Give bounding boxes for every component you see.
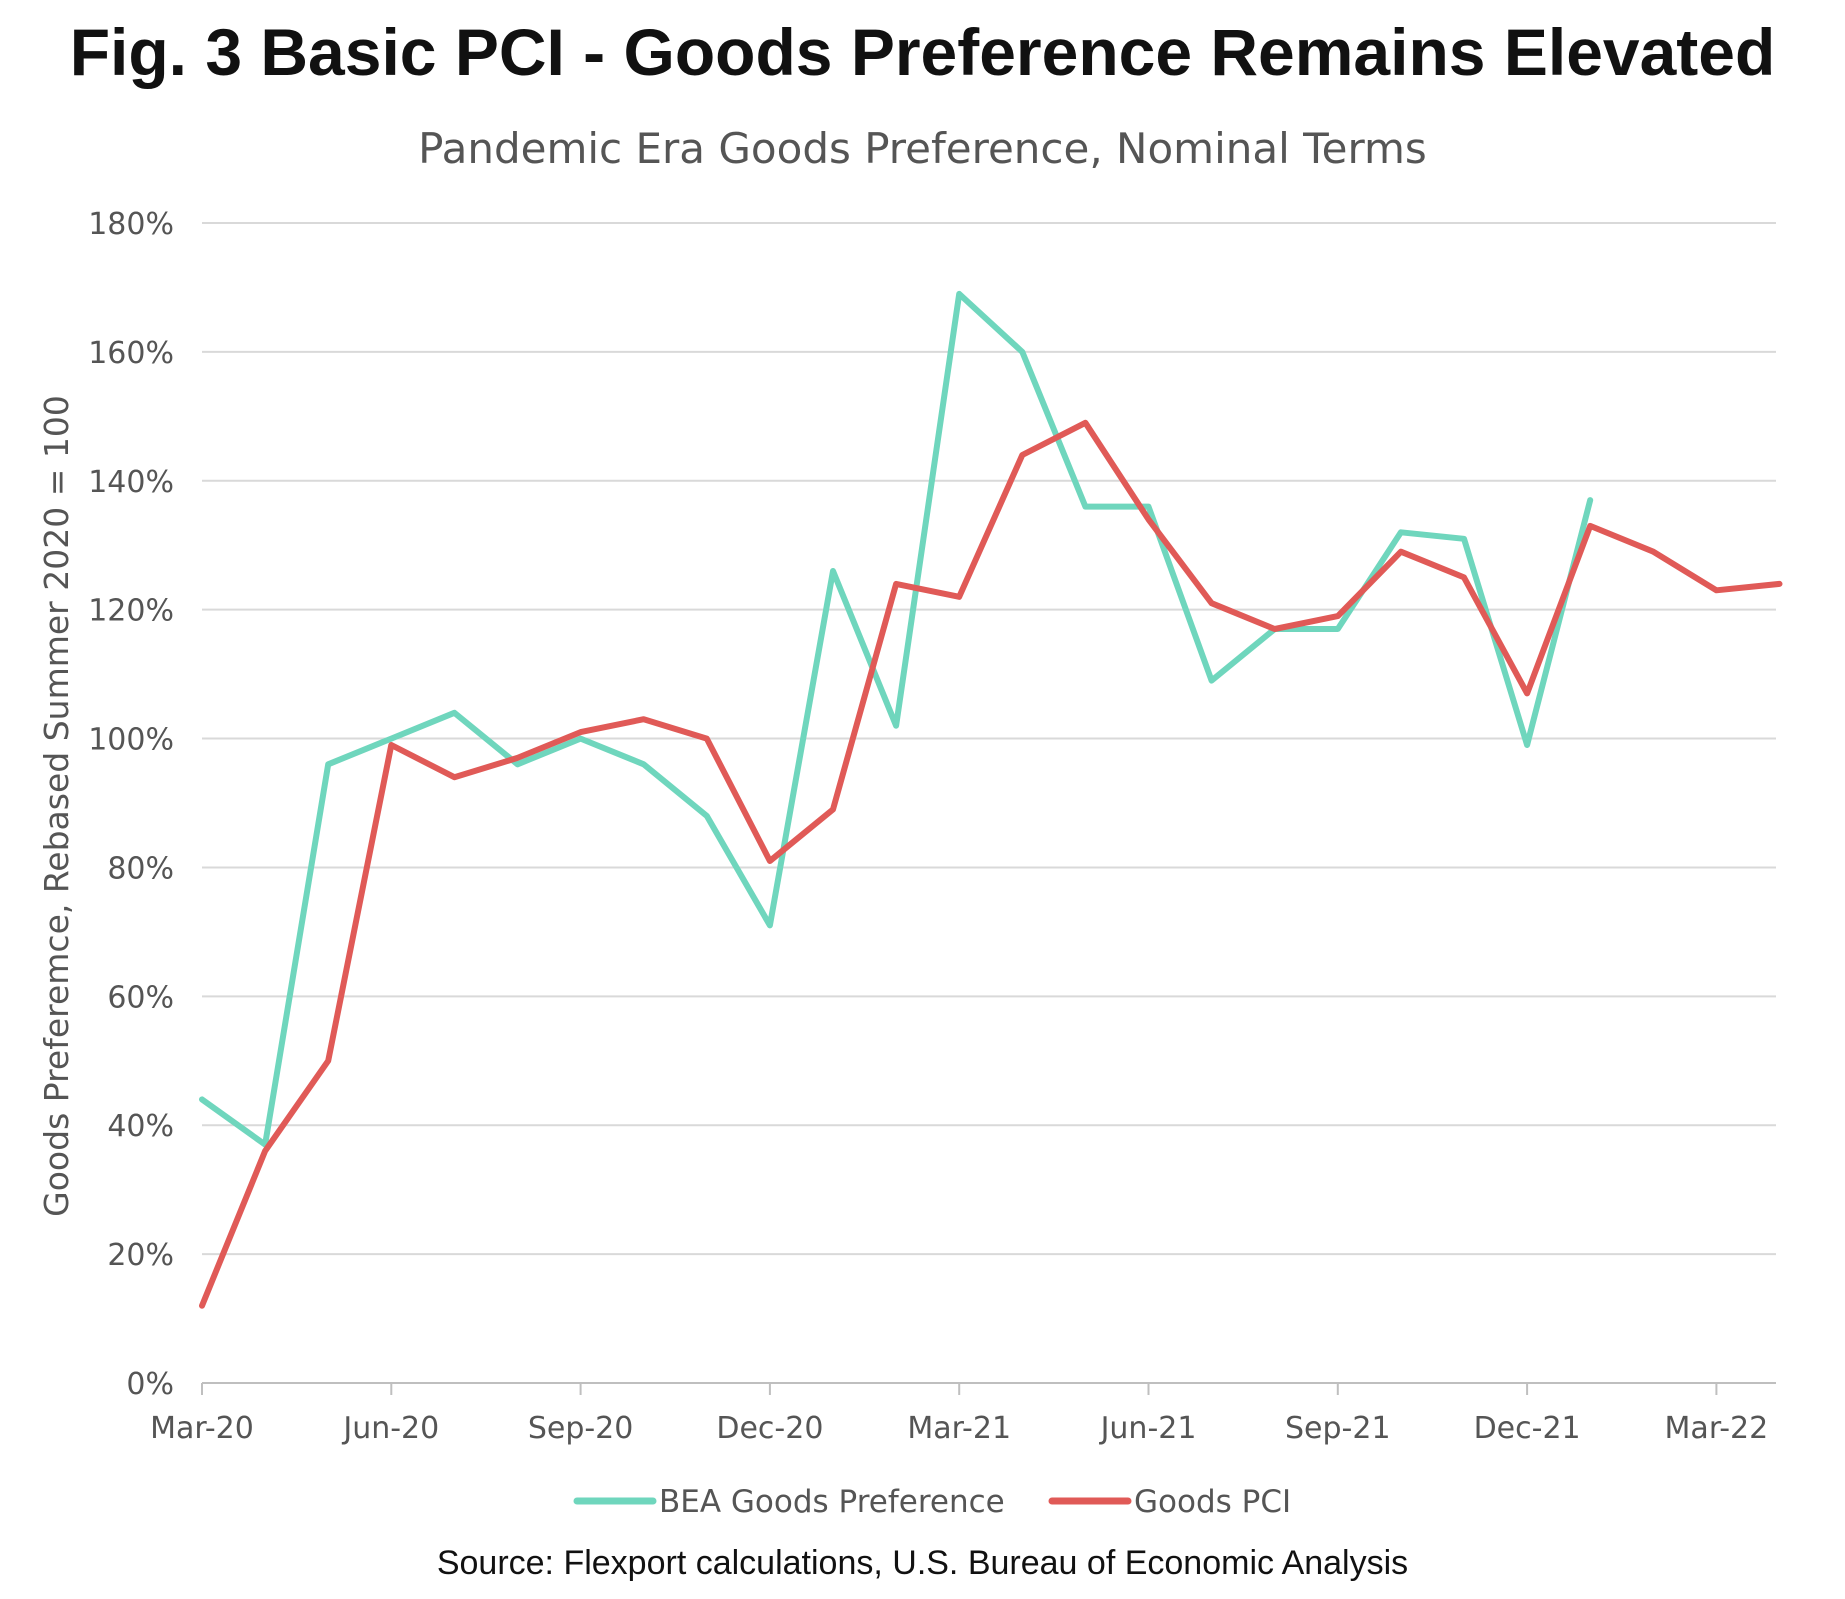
x-tick-label: Dec-20 [716, 1411, 823, 1446]
legend: BEA Goods Preference Goods PCI [573, 1484, 1291, 1520]
gridlines [202, 222, 1776, 1384]
x-tick-label: Mar-20 [150, 1411, 254, 1446]
y-tick-label: 160% [88, 336, 174, 371]
x-tick-label: Jun-20 [341, 1411, 439, 1446]
x-tick-label: Mar-22 [1665, 1411, 1769, 1446]
y-tick-label: 0% [126, 1367, 174, 1402]
series-lines [199, 290, 1783, 1309]
x-axis-ticks: Mar-20 Jun-20 Sep-20 Dec-20 Mar-21 Jun-21 Sep-… [150, 1383, 1768, 1446]
y-tick-label: 80% [107, 851, 174, 886]
figure-title: Fig. 3 Basic PCI - Goods Preference Rema… [69, 15, 1776, 89]
chart-subtitle: Pandemic Era Goods Preference, Nominal T… [418, 124, 1427, 173]
legend-label: Goods PCI [1134, 1484, 1291, 1520]
y-tick-label: 100% [88, 723, 174, 758]
series-line-bea-goods-preference [199, 290, 1594, 1148]
y-tick-label: 20% [107, 1238, 174, 1273]
y-tick-label: 120% [88, 594, 174, 629]
series-line-goods-pci [199, 419, 1783, 1309]
legend-label: BEA Goods Preference [659, 1484, 1005, 1520]
y-tick-label: 180% [88, 207, 174, 242]
x-tick-label: Dec-21 [1474, 1411, 1581, 1446]
y-axis-label: Goods Preferemce, Rebased Summer 2020 = … [37, 395, 76, 1217]
source-note: Source: Flexport calculations, U.S. Bure… [436, 1544, 1409, 1582]
x-tick-label: Mar-21 [907, 1411, 1011, 1446]
y-tick-label: 60% [107, 980, 174, 1015]
y-tick-label: 40% [107, 1109, 174, 1144]
x-tick-label: Sep-21 [1285, 1411, 1391, 1446]
y-tick-label: 140% [88, 465, 174, 500]
x-tick-label: Jun-21 [1099, 1411, 1197, 1446]
x-tick-label: Sep-20 [528, 1411, 634, 1446]
y-axis-ticks: 0% 20% 40% 60% 80% 100% 120% 140% 160% 180% [88, 207, 174, 1402]
